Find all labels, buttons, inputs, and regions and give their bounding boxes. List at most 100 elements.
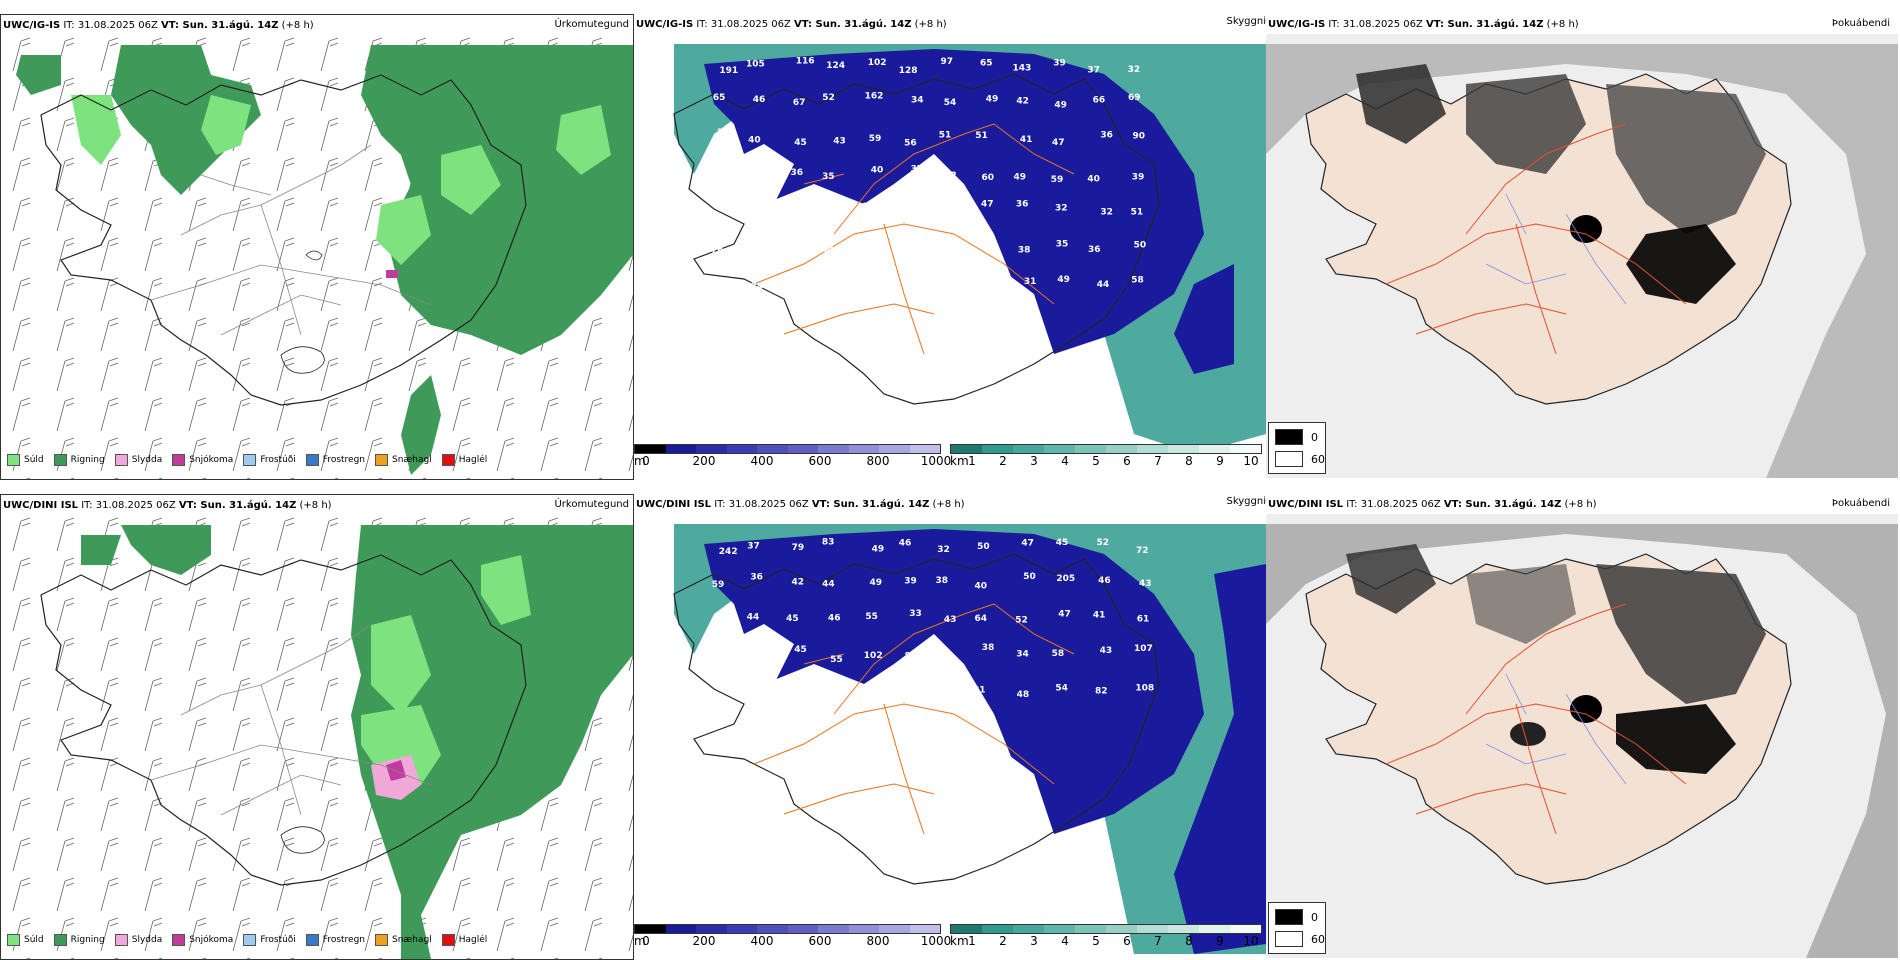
tick-label: 200 [692, 934, 716, 948]
init-time: 31.08.2025 06Z [707, 19, 795, 30]
ceiling-height-label: 45 [786, 614, 799, 624]
ceiling-height-label: 50 [1023, 572, 1036, 582]
visibility-colorbar: km 1 2 3 4 5 6 7 8 9 10 [950, 444, 1264, 472]
visibility-colorbar-swatches [950, 444, 1262, 454]
rain-area [16, 55, 61, 95]
dense-fog [1346, 544, 1436, 614]
ceiling-height-label: 41 [937, 210, 950, 220]
ceiling-height-label: 108 [1135, 684, 1154, 694]
ceiling-height-label: 44 [1097, 280, 1110, 290]
ceiling-height-label: 47 [1058, 610, 1071, 620]
fog-map [1266, 514, 1898, 958]
tick-label: 400 [750, 454, 774, 468]
ceiling-height-label: 205 [1056, 574, 1075, 584]
ceiling-height-label: 52 [1097, 538, 1110, 548]
ceiling-height-label: 45 [1056, 538, 1069, 548]
ceiling-height-label: 45 [794, 645, 807, 655]
init-time: 31.08.2025 06Z [74, 20, 162, 31]
ceiling-height-label: 97 [941, 57, 954, 67]
valid-time: Sun. 31.ágú. 14Z [812, 19, 912, 30]
ceiling-height-label: 50 [1134, 240, 1147, 250]
panel-type-title: Skyggni [1226, 496, 1266, 507]
fog-map [1266, 34, 1898, 478]
panel-type-title: Þokuábendi [1831, 498, 1890, 509]
ceiling-map: 191 105 116 124 102 128 97 65 143 39 37 32 65 46 67 52 1… [634, 34, 1266, 478]
dense-fog [1626, 224, 1736, 304]
tick-label: 2 [999, 454, 1007, 468]
ceiling-height-label: 124 [826, 61, 845, 71]
ceiling-height-label: 38 [982, 643, 995, 653]
ceiling-height-label: 32 [786, 204, 799, 214]
legend-item-snow: Snjókoma [172, 454, 233, 466]
ceiling-height-label: 64 [975, 614, 988, 624]
roads [1385, 603, 1687, 835]
valid-time: Sun. 31.ágú. 14Z [1461, 499, 1562, 510]
iceland-coastline [673, 73, 1160, 405]
ceiling-height-label: 143 [1013, 64, 1032, 74]
visibility-colorbar: km 1 2 3 4 5 6 7 8 9 10 [950, 924, 1264, 952]
ceiling-height-label: 44 [821, 245, 834, 255]
ceiling-height-label: 31 [1024, 277, 1037, 287]
ceiling-height-label: 49 [870, 578, 883, 588]
precip-map [1, 35, 633, 479]
fog-field [1266, 44, 1898, 478]
vt-label: VT: [1443, 499, 1462, 510]
tick-label: 3 [1030, 934, 1038, 948]
ceiling-height-label: 39 [827, 279, 840, 289]
legend-item-hail: Haglél [441, 454, 487, 466]
ceiling-height-label: 44 [747, 613, 760, 623]
tick-label: 7 [1154, 934, 1162, 948]
ceiling-height-label: 61 [1137, 614, 1150, 624]
legend-item-rain: Rigning [53, 934, 105, 946]
ceiling-height-label: 40 [871, 166, 884, 176]
roads [753, 603, 1075, 835]
ceiling-height-label: 55 [830, 655, 843, 665]
ceiling-map: 242 37 79 83 49 46 32 50 47 45 52 72 59 36 42 44 49 39 38 4… [634, 514, 1266, 958]
ceiling-height-label: 44 [822, 580, 835, 590]
ceiling-height-label: 50 [977, 542, 990, 552]
ceiling-height-label: 37 [939, 653, 952, 663]
tick-label: 8 [1185, 454, 1193, 468]
ceiling-height-labels: 191 105 116 124 102 128 97 65 143 39 37 32 65 46 67 52 1… [708, 57, 1147, 325]
vt-label: VT: [161, 20, 180, 31]
valid-time: Sun. 31.ágú. 14Z [829, 499, 930, 510]
vt-label: VT: [811, 499, 830, 510]
ceiling-height-label: 40 [1087, 175, 1100, 185]
ceiling-height-label: 48 [1017, 690, 1030, 700]
ceiling-height-label: 76 [711, 246, 724, 256]
glacier [280, 826, 325, 854]
ceiling-height-label: 41 [834, 684, 847, 694]
ceiling-height-label: 41 [1093, 610, 1106, 620]
ceiling-height-label: 62 [862, 202, 875, 212]
ceiling-height-label: 85 [905, 651, 918, 661]
ceiling-height-label: 64 [751, 199, 764, 209]
ceiling-height-label: 42 [943, 280, 956, 290]
ceiling-height-label: 32 [1055, 203, 1068, 213]
ceiling-height-label: 36 [791, 168, 804, 178]
ceiling-height-label: 52 [1015, 616, 1028, 626]
vt-label: VT: [1426, 19, 1445, 30]
ceiling-height-label: 36 [1088, 245, 1101, 255]
ceiling-height-label: 54 [1055, 684, 1068, 694]
ceiling-height-label: 32 [793, 686, 806, 696]
tick-label: 9 [1216, 934, 1224, 948]
ceiling-height-label: 116 [796, 57, 815, 67]
ceiling-height-label: 102 [719, 315, 738, 325]
fog-field [1266, 524, 1898, 958]
ceiling-height-label: 83 [941, 683, 954, 693]
low-ceiling-area [1174, 564, 1266, 954]
vt-label: VT: [794, 19, 813, 30]
legend-item-graupel: Snæhagl [375, 934, 432, 946]
init-time: 31.08.2025 06Z [92, 500, 179, 511]
rain-area [351, 525, 633, 959]
fog-legend: 0 60 [1268, 422, 1326, 474]
ceiling-map-panel-top: UWC/IG-IS IT: 31.08.2025 06Z VT: Sun. 31… [634, 14, 1266, 478]
legend-item-freezing-drizzle: Frostúði [243, 934, 296, 946]
ceiling-height-label: 36 [1100, 131, 1113, 141]
ceiling-height-label: 58 [1052, 649, 1065, 659]
ceiling-height-label: 35 [1056, 240, 1069, 250]
legend-item-sleet: Slydda [114, 454, 162, 466]
ceiling-height-label: 59 [869, 134, 882, 144]
model-name: UWC/DINI ISL [3, 500, 79, 511]
legend-item-freezing-drizzle: Frostúði [243, 454, 296, 466]
